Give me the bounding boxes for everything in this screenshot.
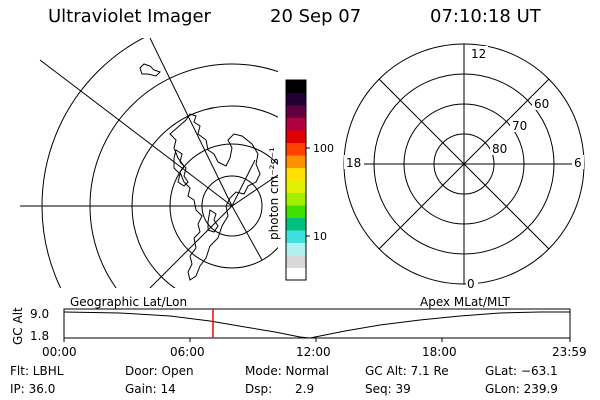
polar-grid: [343, 43, 585, 285]
map-meridian: [231, 205, 263, 261]
gain-readout: Gain: 14: [125, 382, 176, 396]
colorbar-swatch: [286, 205, 306, 218]
colorbar-swatch: [286, 230, 306, 243]
mlt-label-0: 0: [467, 277, 475, 291]
glon-readout: GLon: 239.9: [485, 382, 558, 396]
mlt-label-12: 12: [471, 47, 486, 61]
colorbar-tick-label-100: 100: [313, 142, 334, 155]
map-coastline: [139, 63, 161, 77]
timeline-x-tick-0000: 00:00: [42, 345, 77, 359]
mode-readout: Mode: Normal: [245, 364, 329, 378]
lat-label-80: 80: [492, 142, 507, 156]
timeline-x-tick-1800: 18:00: [422, 345, 457, 359]
mlt-label-18: 18: [346, 156, 361, 170]
timeline-y-tick-low: 1.8: [30, 329, 49, 343]
map-meridian: [149, 38, 233, 207]
colorbar-swatch: [286, 167, 306, 181]
mlt-label-6: 6: [574, 156, 582, 170]
ip-readout: IP: 36.0: [10, 382, 56, 396]
polar-labels: 12 18 6 0 60 70 80: [344, 46, 584, 291]
colorbar-swatch: [286, 217, 306, 231]
colorbar-unit-label: photon cm⁻²s⁻¹: [267, 147, 281, 240]
colorbar-swatch: [286, 242, 306, 256]
timeline-frame: [63, 308, 571, 339]
colorbar: 100 10 photon cm⁻²s⁻¹: [267, 79, 334, 281]
colorbar-swatch: [286, 267, 306, 281]
instrument-title: Ultraviolet Imager: [48, 6, 211, 27]
gc-alt-readout: GC Alt: 7.1 Re: [365, 364, 449, 378]
header: Ultraviolet Imager 20 Sep 07 07:10:18 UT: [0, 0, 600, 40]
lat-label-70: 70: [512, 119, 527, 133]
colorbar-swatch: [286, 142, 306, 156]
map-meridian: [39, 59, 233, 207]
map-meridian: [231, 174, 278, 207]
colorbar-swatch: [286, 192, 306, 206]
colorbar-swatch: [286, 130, 306, 143]
colorbar-swatch: [286, 105, 306, 118]
timeline-x-tick-0600: 06:00: [170, 345, 205, 359]
altitude-curve: [63, 311, 570, 339]
map-coastline: [173, 149, 189, 187]
filter-readout: Flt: LBHL: [10, 364, 64, 378]
colorbar-swatches: [286, 80, 306, 281]
timeline-y-tick-high: 9.0: [30, 307, 49, 321]
colorbar-swatch: [286, 92, 306, 106]
colorbar-swatch: [286, 80, 306, 93]
orbit-timeline: Geographic Lat/Lon Apex MLat/MLT GC Alt …: [11, 295, 587, 359]
polar-diagonal: [378, 78, 550, 250]
colorbar-swatch: [286, 155, 306, 168]
door-readout: Door: Open: [125, 364, 194, 378]
observation-date: 20 Sep 07: [270, 6, 362, 27]
timeline-y-axis-label: GC Alt: [11, 307, 25, 345]
map-coastline: [207, 209, 219, 233]
timeline-right-label: Apex MLat/MLT: [420, 295, 510, 309]
colorbar-swatch: [286, 255, 306, 268]
colorbar-tick-label-10: 10: [313, 230, 327, 243]
geographic-map: [20, 38, 278, 288]
colorbar-swatch: [286, 117, 306, 131]
observation-time: 07:10:18 UT: [430, 6, 541, 27]
timeline-x-tick-2359: 23:59: [552, 345, 587, 359]
lat-label-60: 60: [534, 97, 549, 111]
status-footer: Flt: LBHL IP: 36.0 Door: Open Gain: 14 M…: [0, 362, 600, 400]
glat-readout: GLat: −63.1: [485, 364, 558, 378]
map-meridian: [149, 205, 233, 288]
colorbar-swatch: [286, 180, 306, 193]
timeline-x-tick-1200: 12:00: [296, 345, 331, 359]
seq-readout: Seq: 39: [365, 382, 411, 396]
timeline-left-label: Geographic Lat/Lon: [70, 295, 187, 309]
dsp-readout: Dsp: 2.9: [245, 382, 315, 396]
colorbar-frame: [285, 79, 307, 281]
map-meridian: [231, 159, 256, 207]
map-coastline: [169, 113, 261, 281]
